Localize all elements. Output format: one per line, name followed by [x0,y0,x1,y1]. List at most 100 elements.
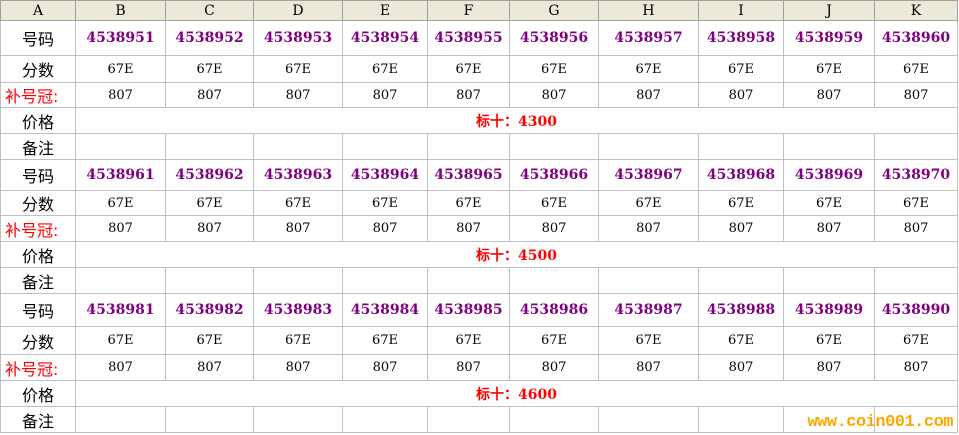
label-grade[interactable]: 分数 [0,190,76,216]
note-cell[interactable] [598,406,699,433]
crown-cell[interactable]: 807 [165,354,254,381]
serial-number-cell[interactable]: 4538981 [75,293,166,327]
serial-number-cell[interactable]: 4538967 [598,159,699,191]
note-cell[interactable] [598,267,699,294]
label-grade[interactable]: 分数 [0,55,76,83]
serial-number-cell[interactable]: 4538989 [783,293,875,327]
note-cell[interactable] [165,267,254,294]
column-header-D[interactable]: D [253,0,343,21]
serial-number-cell[interactable]: 4538966 [509,159,599,191]
label-number[interactable]: 号码 [0,159,76,191]
column-header-H[interactable]: H [598,0,699,21]
label-number[interactable]: 号码 [0,293,76,327]
note-cell[interactable] [698,267,784,294]
serial-number-cell[interactable]: 4538964 [342,159,428,191]
note-cell[interactable] [698,406,784,433]
grade-cell[interactable]: 67E [342,55,428,83]
grade-cell[interactable]: 67E [253,55,343,83]
serial-number-cell[interactable]: 4538960 [874,20,958,56]
serial-number-cell[interactable]: 4538953 [253,20,343,56]
grade-cell[interactable]: 67E [509,326,599,355]
label-note[interactable]: 备注 [0,133,76,160]
label-price[interactable]: 价格 [0,380,76,407]
note-cell[interactable] [165,133,254,160]
grade-cell[interactable]: 67E [165,326,254,355]
crown-cell[interactable]: 807 [427,215,510,242]
crown-cell[interactable]: 807 [598,215,699,242]
note-cell[interactable] [75,406,166,433]
grade-cell[interactable]: 67E [598,190,699,216]
crown-cell[interactable]: 807 [598,354,699,381]
crown-cell[interactable]: 807 [509,82,599,108]
serial-number-cell[interactable]: 4538982 [165,293,254,327]
column-header-I[interactable]: I [698,0,784,21]
note-cell[interactable] [253,406,343,433]
serial-number-cell[interactable]: 4538963 [253,159,343,191]
serial-number-cell[interactable]: 4538965 [427,159,510,191]
grade-cell[interactable]: 67E [509,190,599,216]
note-cell[interactable] [342,267,428,294]
grade-cell[interactable]: 67E [165,55,254,83]
serial-number-cell[interactable]: 4538962 [165,159,254,191]
note-cell[interactable] [342,133,428,160]
note-cell[interactable] [165,406,254,433]
serial-number-cell[interactable]: 4538988 [698,293,784,327]
crown-cell[interactable]: 807 [783,82,875,108]
crown-cell[interactable]: 807 [75,215,166,242]
crown-cell[interactable]: 807 [342,215,428,242]
crown-cell[interactable]: 807 [598,82,699,108]
note-cell[interactable] [698,133,784,160]
label-crown[interactable]: 补号冠: [0,215,76,242]
column-header-A[interactable]: A [0,0,76,21]
crown-cell[interactable]: 807 [783,215,875,242]
serial-number-cell[interactable]: 4538985 [427,293,510,327]
serial-number-cell[interactable]: 4538957 [598,20,699,56]
serial-number-cell[interactable]: 4538958 [698,20,784,56]
column-header-B[interactable]: B [75,0,166,21]
grade-cell[interactable]: 67E [75,326,166,355]
column-header-K[interactable]: K [874,0,958,21]
grade-cell[interactable]: 67E [75,190,166,216]
column-header-F[interactable]: F [427,0,510,21]
serial-number-cell[interactable]: 4538968 [698,159,784,191]
serial-number-cell[interactable]: 4538954 [342,20,428,56]
grade-cell[interactable]: 67E [427,55,510,83]
crown-cell[interactable]: 807 [253,82,343,108]
grade-cell[interactable]: 67E [342,326,428,355]
grade-cell[interactable]: 67E [598,55,699,83]
price-cell[interactable]: 标十：4600 [75,380,958,407]
grade-cell[interactable]: 67E [253,190,343,216]
grade-cell[interactable]: 67E [253,326,343,355]
note-cell[interactable] [509,406,599,433]
crown-cell[interactable]: 807 [509,354,599,381]
crown-cell[interactable]: 807 [783,354,875,381]
note-cell[interactable] [509,133,599,160]
price-cell[interactable]: 标十：4500 [75,241,958,268]
column-header-G[interactable]: G [509,0,599,21]
serial-number-cell[interactable]: 4538952 [165,20,254,56]
crown-cell[interactable]: 807 [342,82,428,108]
serial-number-cell[interactable]: 4538955 [427,20,510,56]
serial-number-cell[interactable]: 4538984 [342,293,428,327]
grade-cell[interactable]: 67E [75,55,166,83]
serial-number-cell[interactable]: 4538986 [509,293,599,327]
grade-cell[interactable]: 67E [427,190,510,216]
note-cell[interactable] [427,267,510,294]
crown-cell[interactable]: 807 [874,82,958,108]
price-cell[interactable]: 标十：4300 [75,107,958,134]
note-cell[interactable] [874,267,958,294]
crown-cell[interactable]: 807 [698,354,784,381]
note-cell[interactable] [783,267,875,294]
crown-cell[interactable]: 807 [165,82,254,108]
serial-number-cell[interactable]: 4538990 [874,293,958,327]
note-cell[interactable] [342,406,428,433]
crown-cell[interactable]: 807 [874,354,958,381]
note-cell[interactable] [598,133,699,160]
grade-cell[interactable]: 67E [783,55,875,83]
label-price[interactable]: 价格 [0,107,76,134]
column-header-E[interactable]: E [342,0,428,21]
note-cell[interactable] [427,406,510,433]
label-crown[interactable]: 补号冠: [0,354,76,381]
label-note[interactable]: 备注 [0,406,76,433]
crown-cell[interactable]: 807 [427,82,510,108]
